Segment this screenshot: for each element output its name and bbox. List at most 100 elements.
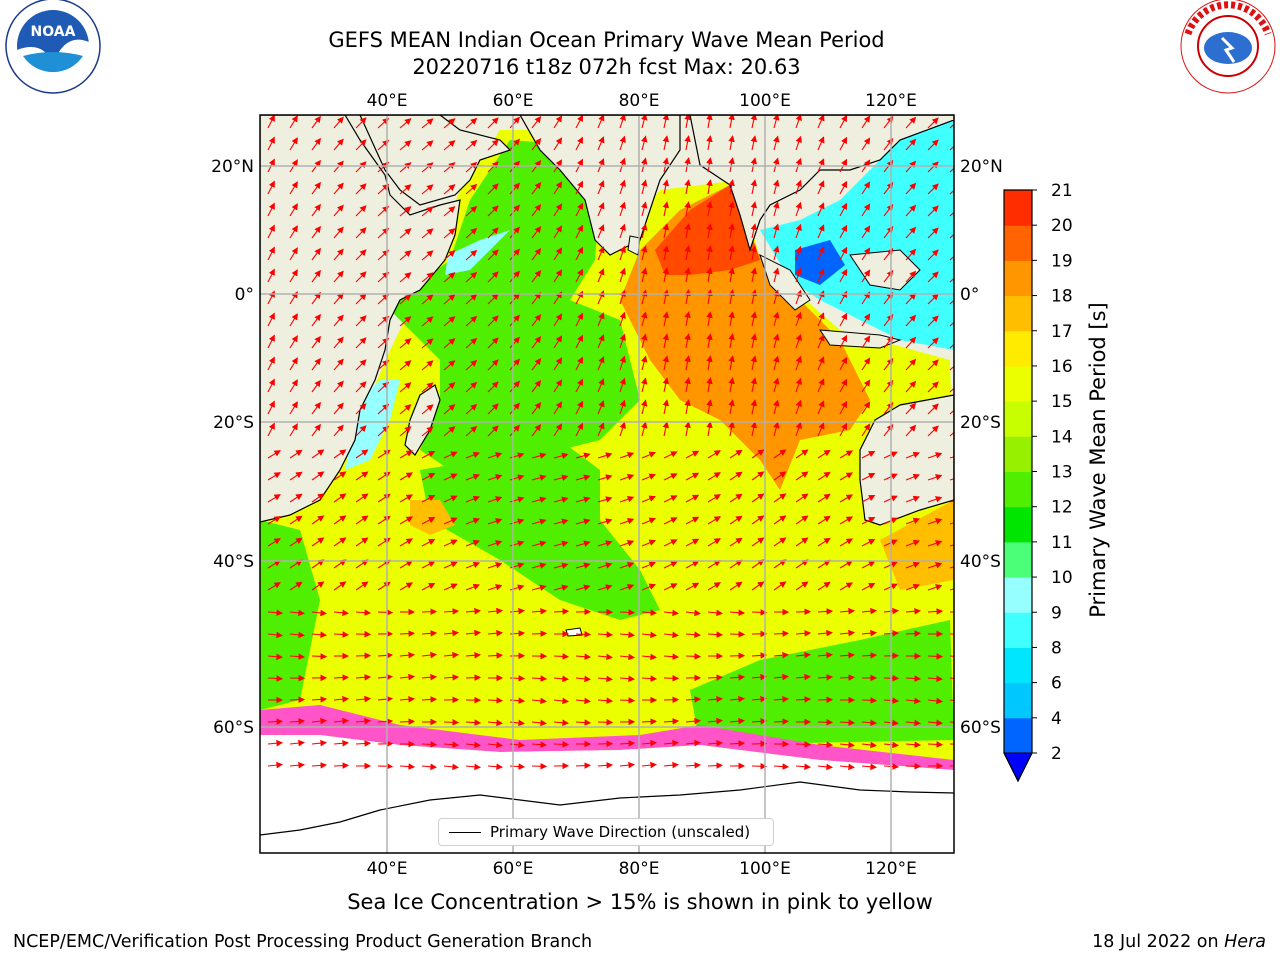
wave-arrow xyxy=(333,471,347,481)
colorbar-tick-label: 6 xyxy=(1051,674,1062,694)
wave-arrow xyxy=(927,518,943,525)
wave-arrow xyxy=(399,404,412,415)
wave-arrow xyxy=(728,245,735,261)
wave-arrow xyxy=(773,377,780,393)
wave-arrow xyxy=(553,741,570,748)
wave-arrow xyxy=(641,761,657,769)
wave-arrow xyxy=(553,496,569,504)
lat-label-right-0: 0° xyxy=(960,285,979,305)
wave-arrow xyxy=(839,516,854,525)
wave-arrow xyxy=(861,423,871,437)
wave-arrow xyxy=(795,179,802,195)
wave-arrow xyxy=(597,202,605,217)
wave-arrow xyxy=(333,515,347,525)
wave-arrow xyxy=(817,180,825,195)
wave-arrow xyxy=(839,607,855,615)
wave-arrow xyxy=(399,426,412,437)
madagascar-landmass xyxy=(404,384,441,456)
wave-arrow xyxy=(355,337,367,349)
wave-arrow xyxy=(443,426,456,437)
wave-arrow xyxy=(839,312,848,327)
wave-arrow xyxy=(619,496,635,503)
wave-arrow xyxy=(707,516,721,525)
lat-label-left-20n: 20°N xyxy=(211,157,254,177)
wave-arrow xyxy=(333,116,344,129)
wave-arrow xyxy=(905,561,921,569)
wave-arrow xyxy=(311,401,321,415)
arabia-landmass xyxy=(359,115,512,206)
wave-arrow xyxy=(949,721,954,723)
wave-arrow xyxy=(311,581,325,591)
wave-arrow xyxy=(399,382,412,393)
wave-arrow xyxy=(707,739,723,747)
wave-arrow xyxy=(641,739,657,747)
footer-credit: NCEP/EMC/Verification Post Processing Pr… xyxy=(13,932,593,952)
wave-arrow xyxy=(728,115,735,129)
footer-date-text: 18 Jul 2022 on xyxy=(1092,932,1225,952)
wave-arrow xyxy=(619,355,626,371)
wave-arrow xyxy=(684,245,691,261)
wave-arrow xyxy=(927,359,939,371)
wave-arrow xyxy=(751,673,767,681)
wave-arrow xyxy=(399,673,415,681)
wave-arrow xyxy=(509,248,521,261)
noaa-logo-text: NOAA xyxy=(31,24,76,40)
colorbar-tick-label: 16 xyxy=(1051,357,1073,377)
wave-arrow xyxy=(949,167,954,173)
wave-arrow xyxy=(685,653,702,660)
wave-arrow xyxy=(861,494,876,503)
wave-arrow xyxy=(685,450,700,459)
wave-arrow xyxy=(817,763,833,771)
wave-arrow xyxy=(597,246,605,261)
wave-arrow xyxy=(685,472,700,481)
wave-arrow xyxy=(311,137,321,151)
colorbar-segment xyxy=(1004,225,1032,261)
wave-arrow xyxy=(795,763,811,771)
wave-arrow xyxy=(333,226,344,239)
wave-arrow xyxy=(839,719,856,726)
wave-arrow xyxy=(773,718,790,725)
wave-arrow xyxy=(355,359,367,371)
wave-arrow xyxy=(465,561,481,569)
wave-arrow xyxy=(575,356,584,371)
wave-arrow xyxy=(619,474,635,481)
wave-arrow xyxy=(706,179,713,195)
wave-arrow xyxy=(267,202,275,217)
wave-arrow xyxy=(662,377,670,393)
wave-arrow xyxy=(728,311,735,327)
wave-arrow xyxy=(839,494,854,503)
wave-arrow xyxy=(684,399,691,415)
wave-arrow xyxy=(421,272,434,283)
wave-arrow xyxy=(949,299,954,305)
wave-arrow xyxy=(531,336,542,349)
wave-arrow xyxy=(443,338,456,349)
wave-arrow xyxy=(531,424,542,437)
wave-arrow xyxy=(795,201,802,217)
wave-arrow xyxy=(597,697,614,704)
wave-arrow xyxy=(949,321,954,327)
wave-arrow xyxy=(905,270,917,283)
wave-arrow xyxy=(927,139,939,151)
wave-arrow xyxy=(355,117,367,129)
wave-arrow xyxy=(509,270,521,283)
wave-arrow xyxy=(487,315,499,327)
wave-arrow xyxy=(641,495,656,503)
colorbar-segment xyxy=(1004,401,1032,437)
wave-arrow xyxy=(399,560,414,569)
wave-arrow xyxy=(641,561,656,569)
wave-arrow xyxy=(817,378,825,393)
wave-arrow xyxy=(927,227,939,239)
colorbar-tick-label: 15 xyxy=(1051,392,1073,412)
wave-arrow xyxy=(927,584,943,591)
wave-arrow xyxy=(839,356,848,371)
wave-arrow xyxy=(333,739,349,747)
wave-arrow xyxy=(662,201,670,217)
wave-arrow xyxy=(619,584,635,591)
wave-arrow xyxy=(751,695,767,703)
wave-arrow xyxy=(861,203,871,217)
wave-arrow xyxy=(509,116,521,129)
wave-arrow xyxy=(575,562,591,569)
wave-arrow xyxy=(949,699,954,701)
colorbar-label: Primary Wave Mean Period [s] xyxy=(1086,302,1110,618)
chart-title: GEFS MEAN Indian Ocean Primary Wave Mean… xyxy=(328,28,885,52)
